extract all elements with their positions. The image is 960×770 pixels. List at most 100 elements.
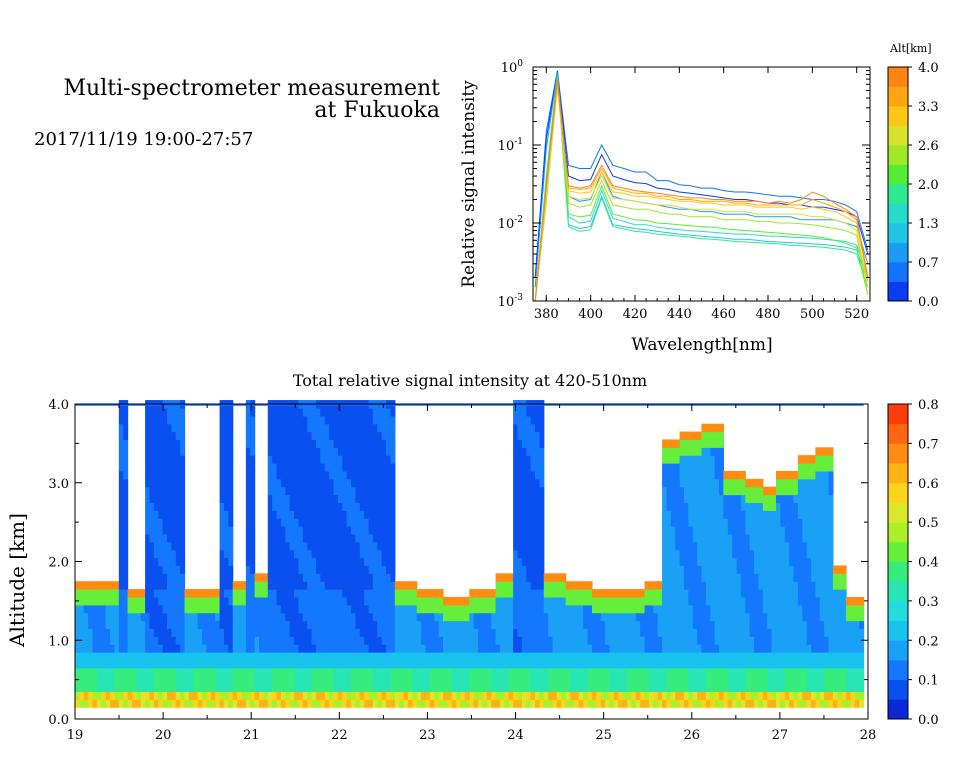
heatmap-cell [679, 447, 685, 456]
heatmap-cell [758, 659, 764, 669]
heatmap-cell [565, 644, 571, 653]
heatmap-cell [797, 612, 803, 622]
heatmap-cell [714, 589, 720, 598]
heatmap-cell [815, 447, 821, 456]
heatmap-x-tick-label: 21 [243, 728, 260, 743]
heatmap-cell [451, 659, 457, 669]
heatmap-cell [824, 573, 830, 582]
heatmap-cell [745, 620, 751, 630]
heatmap-cell [451, 699, 457, 708]
heatmap-cell [110, 604, 116, 614]
heatmap-cell [171, 683, 177, 693]
heatmap-cell [171, 526, 177, 535]
heatmap-cell [600, 675, 606, 685]
heatmap-cell [832, 628, 838, 637]
heatmap-cell [149, 463, 155, 472]
intensity-colorbar: 0.00.10.20.30.40.50.60.70.8 [887, 398, 939, 728]
heatmap-cell [758, 533, 764, 543]
heatmap-cell [250, 589, 256, 598]
heatmap-cell [662, 455, 668, 464]
heatmap-cell [508, 581, 514, 590]
heatmap-cell [329, 596, 335, 606]
heatmap-cell [745, 675, 751, 685]
heatmap-cell [692, 526, 698, 535]
altitude-colorbar-cell [888, 184, 908, 204]
heatmap-cell [697, 439, 703, 448]
heatmap-cell [613, 620, 619, 630]
heatmap-cell [670, 573, 676, 582]
heatmap-cell [692, 510, 698, 519]
heatmap-cell [530, 502, 536, 511]
heatmap-cell [101, 644, 107, 653]
heatmap-cell [289, 549, 295, 559]
heatmap-cell [780, 675, 786, 685]
heatmap-cell [811, 494, 816, 504]
heatmap-cell [193, 612, 199, 622]
heatmap-cell [745, 486, 751, 496]
heatmap-cell [158, 581, 164, 590]
heatmap-cell [149, 455, 155, 464]
heatmap-cell [197, 691, 203, 700]
heatmap-cell [364, 628, 370, 637]
heatmap-cell [762, 494, 768, 504]
heatmap-cell [386, 557, 392, 567]
heatmap-cell [276, 581, 282, 590]
heatmap-cell [324, 415, 330, 425]
heatmap-cell [854, 644, 860, 653]
heatmap-cell [714, 510, 720, 519]
heatmap-cell [447, 675, 453, 685]
heatmap-cell [280, 455, 286, 464]
heatmap-cell [285, 667, 291, 677]
heatmap-cell [789, 486, 795, 496]
heatmap-cell [434, 596, 440, 606]
heatmap-cell [188, 636, 194, 645]
heatmap-cell [596, 659, 602, 669]
heatmap-cell [210, 612, 216, 622]
heatmap-cell [824, 644, 830, 653]
heatmap-cell [337, 604, 343, 614]
heatmap-cell [495, 581, 501, 590]
spectrum-series-5 [534, 76, 869, 302]
heatmap-cell [206, 667, 212, 677]
heatmap-cell [320, 407, 326, 417]
heatmap-cell [491, 604, 497, 614]
heatmap-cell [118, 644, 124, 653]
heatmap-cell [802, 510, 808, 519]
heatmap-cell [727, 596, 733, 606]
heatmap-cell [705, 510, 711, 519]
heatmap-cell [180, 667, 186, 677]
heatmap-cell [850, 659, 856, 669]
heatmap-cell [495, 699, 501, 708]
heatmap-cell [666, 486, 672, 496]
heatmap-cell [758, 620, 764, 630]
heatmap-cell [679, 675, 685, 685]
heatmap-cell [92, 699, 98, 708]
heatmap-cell [749, 659, 755, 669]
heatmap-cell [640, 691, 646, 700]
heatmap-cell [736, 596, 742, 606]
heatmap-cell [210, 636, 216, 645]
heatmap-title: Total relative signal intensity at 420-5… [293, 371, 647, 390]
heatmap-cell [600, 612, 606, 622]
heatmap-cell [828, 620, 834, 630]
heatmap-cell [504, 612, 510, 622]
heatmap-cell [311, 518, 317, 527]
heatmap-cell [180, 431, 186, 441]
heatmap-cell [302, 486, 308, 496]
heatmap-cell [359, 502, 365, 511]
heatmap-cell [368, 463, 374, 472]
heatmap-cell [837, 628, 843, 637]
heatmap-cell [683, 455, 689, 464]
heatmap-cell [473, 589, 479, 598]
heatmap-cell [605, 659, 611, 669]
heatmap-cell [504, 589, 510, 598]
heatmap-cell [688, 455, 694, 464]
heatmap-cell [276, 620, 282, 630]
heatmap-cell [324, 581, 330, 590]
heatmap-cell [736, 526, 742, 535]
heatmap-cell [337, 431, 343, 441]
heatmap-cell [333, 659, 339, 669]
heatmap-cell [302, 533, 308, 543]
heatmap-cell [815, 486, 821, 496]
heatmap-cell [850, 636, 856, 645]
